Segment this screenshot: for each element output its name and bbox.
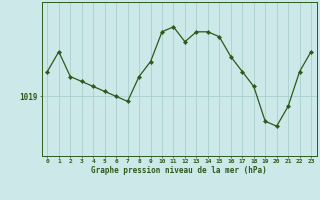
X-axis label: Graphe pression niveau de la mer (hPa): Graphe pression niveau de la mer (hPa) <box>91 166 267 175</box>
